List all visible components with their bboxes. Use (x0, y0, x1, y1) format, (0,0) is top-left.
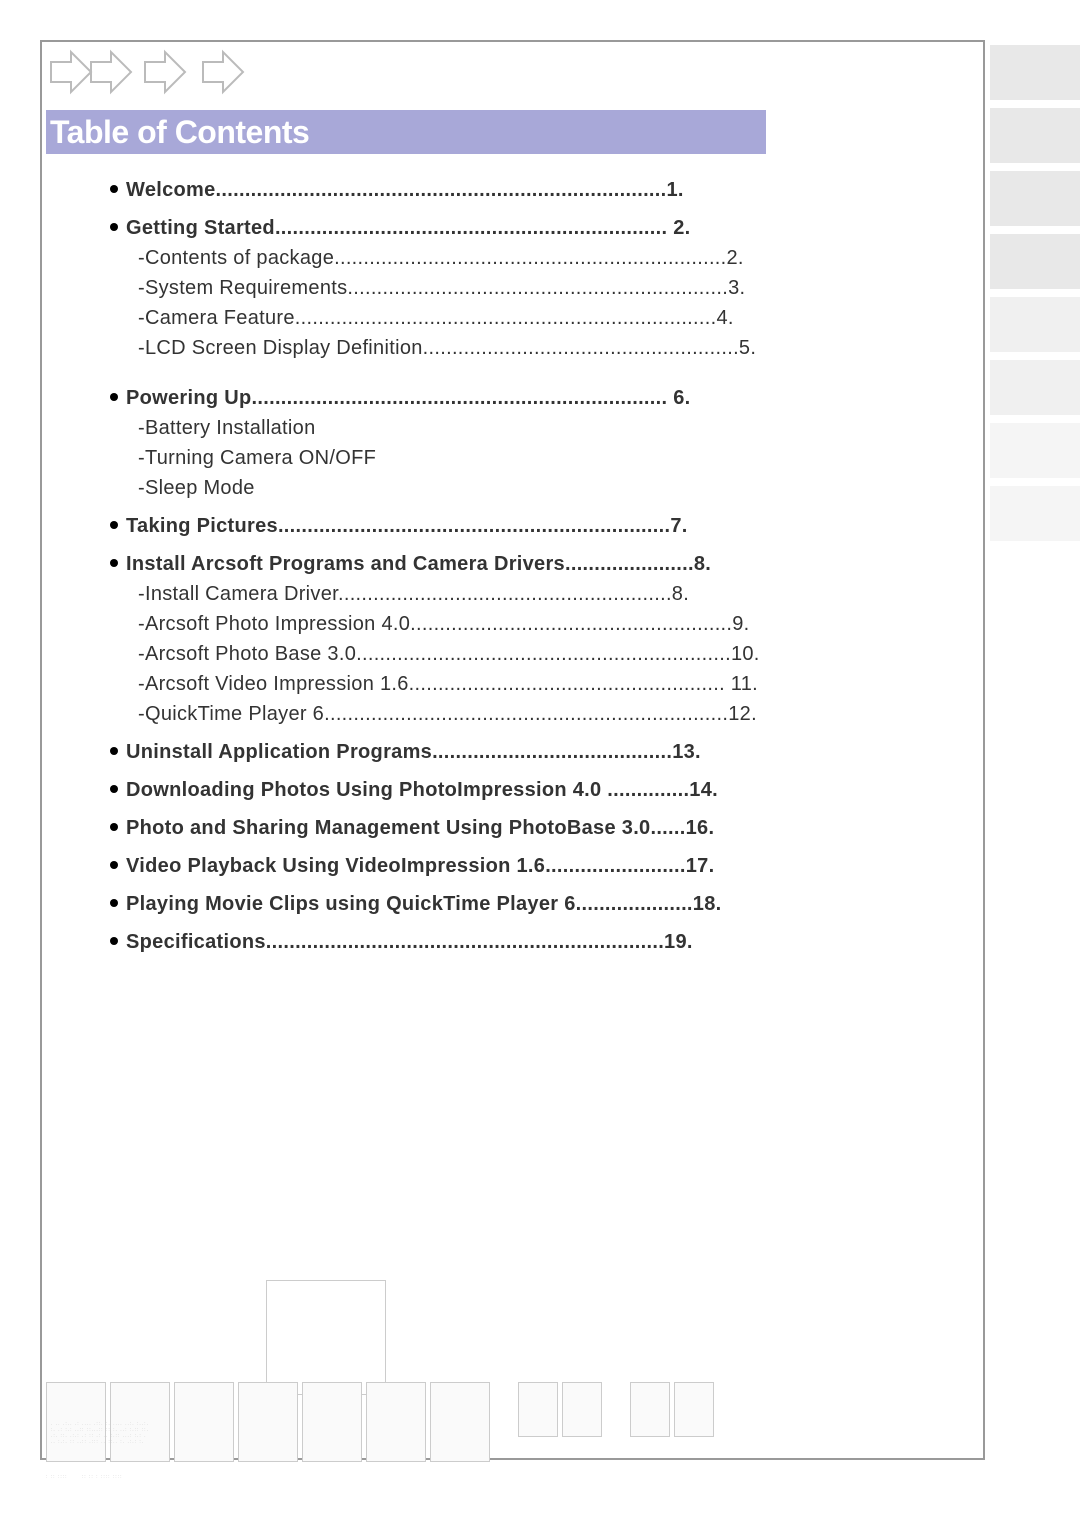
toc-text: Photo and Sharing Management Using Photo… (126, 817, 714, 839)
toc-item-welcome: Welcome.................................… (110, 175, 950, 205)
toc-subitem: -Camera Feature.........................… (110, 303, 950, 333)
deco-box (562, 1382, 602, 1437)
toc-item-downloading: Downloading Photos Using PhotoImpression… (110, 775, 950, 805)
toc-subitem: -Contents of package....................… (110, 243, 950, 273)
toc-text: Getting Started.........................… (126, 217, 690, 239)
toc-subitem: -QuickTime Player 6.....................… (110, 699, 950, 729)
toc-content: Welcome.................................… (110, 175, 950, 957)
toc-text: Welcome.................................… (126, 179, 684, 201)
arrow-right-icon (86, 48, 136, 96)
sidebar-tabs (990, 45, 1080, 549)
toc-item-install-drivers: Install Arcsoft Programs and Camera Driv… (110, 549, 950, 579)
toc-subitem: -Arcsoft Video Impression 1.6...........… (110, 669, 950, 699)
deco-box (518, 1382, 558, 1437)
arrow-decoration (46, 48, 248, 96)
toc-item-powering-up: Powering Up.............................… (110, 383, 950, 413)
toc-text: Playing Movie Clips using QuickTime Play… (126, 893, 721, 915)
deco-box (630, 1382, 670, 1437)
sidebar-tab (990, 234, 1080, 289)
title-text: Table of Contents (50, 114, 309, 151)
toc-text: Install Arcsoft Programs and Camera Driv… (126, 553, 711, 575)
sidebar-tab (990, 423, 1080, 478)
toc-subitem: -Sleep Mode (110, 473, 950, 503)
toc-subitem: -Arcsoft Photo Base 3.0.................… (110, 639, 950, 669)
toc-text: Specifications..........................… (126, 931, 693, 953)
bottom-decoration: . .. .:.. .: .... .::. :. .... ..:. :..:… (46, 1300, 746, 1480)
toc-subitem: -Battery Installation (110, 413, 950, 443)
deco-noise: : :: :::: :: :: : :::: :::: (46, 1474, 346, 1480)
sidebar-tab (990, 486, 1080, 541)
toc-text: Video Playback Using VideoImpression 1.6… (126, 855, 714, 877)
toc-subitem: -Turning Camera ON/OFF (110, 443, 950, 473)
sidebar-tab (990, 171, 1080, 226)
toc-text: Powering Up.............................… (126, 387, 690, 409)
toc-subitem: -LCD Screen Display Definition..........… (110, 333, 950, 363)
arrow-right-icon (198, 48, 248, 96)
deco-box (674, 1382, 714, 1437)
toc-subitem: -System Requirements....................… (110, 273, 950, 303)
sidebar-tab (990, 297, 1080, 352)
toc-subitem: -Arcsoft Photo Impression 4.0...........… (110, 609, 950, 639)
toc-subitem: -Install Camera Driver..................… (110, 579, 950, 609)
toc-text: Downloading Photos Using PhotoImpression… (126, 779, 718, 801)
deco-box (266, 1280, 386, 1395)
sidebar-tab (990, 360, 1080, 415)
toc-item-getting-started: Getting Started.........................… (110, 213, 950, 243)
sidebar-tab (990, 45, 1080, 100)
toc-text: Taking Pictures.........................… (126, 515, 688, 537)
toc-item-photo-sharing: Photo and Sharing Management Using Photo… (110, 813, 950, 843)
arrow-right-icon (140, 48, 190, 96)
toc-text: Uninstall Application Programs..........… (126, 741, 701, 763)
toc-item-video-playback: Video Playback Using VideoImpression 1.6… (110, 851, 950, 881)
toc-item-specifications: Specifications..........................… (110, 927, 950, 957)
toc-item-playing-movie: Playing Movie Clips using QuickTime Play… (110, 889, 950, 919)
sidebar-tab (990, 108, 1080, 163)
deco-noise: . .. .:.. .: .... .::. :. .... ..:. :..:… (51, 1421, 481, 1445)
toc-item-taking-pictures: Taking Pictures.........................… (110, 511, 950, 541)
title-bar: Table of Contents (46, 110, 766, 154)
toc-item-uninstall: Uninstall Application Programs..........… (110, 737, 950, 767)
